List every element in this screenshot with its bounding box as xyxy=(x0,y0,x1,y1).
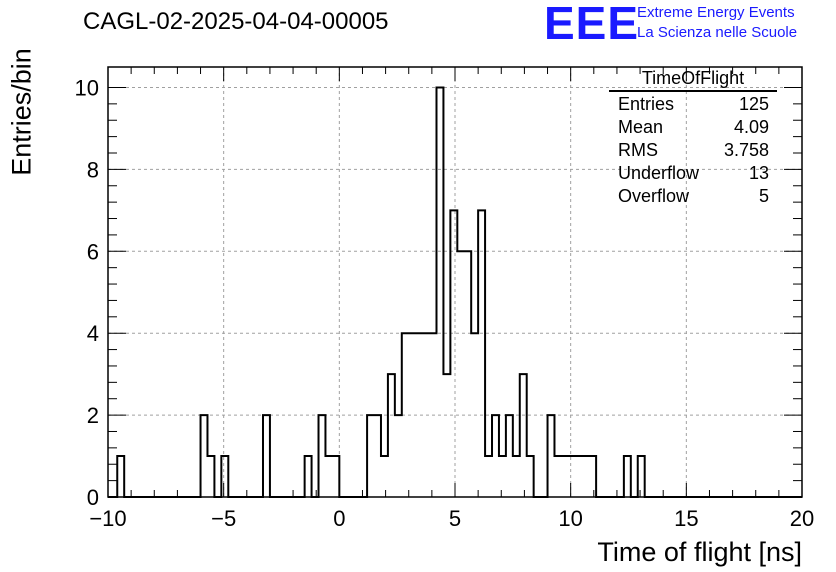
stats-value: 3.758 xyxy=(723,140,769,160)
y-tick-label: 2 xyxy=(87,403,99,428)
stats-label: RMS xyxy=(618,140,658,160)
stats-label: Mean xyxy=(618,117,664,137)
stats-label: Underflow xyxy=(618,163,700,183)
stats-value: 4.09 xyxy=(733,117,769,137)
stats-row: RMS 3.758 xyxy=(609,140,777,163)
stats-row: Overflow 5 xyxy=(609,186,777,209)
stats-row: Underflow 13 xyxy=(609,163,777,186)
run-title: CAGL-02-2025-04-04-00005 xyxy=(83,8,389,35)
y-tick-label: 4 xyxy=(87,321,99,346)
stats-label: Entries xyxy=(618,94,675,114)
eee-logo: EEE xyxy=(544,0,640,49)
stats-box: TimeOfFlight Entries 125 Mean 4.09 RMS 3.75… xyxy=(609,68,777,209)
y-tick-label: 10 xyxy=(75,75,99,100)
y-tick-label: 6 xyxy=(87,239,99,264)
x-tick-label: 15 xyxy=(674,506,698,531)
x-tick-label: 0 xyxy=(333,506,345,531)
x-tick-label: −5 xyxy=(211,506,236,531)
x-tick-label: −10 xyxy=(89,506,126,531)
y-tick-label: 8 xyxy=(87,157,99,182)
stats-value: 5 xyxy=(758,186,769,206)
logo-line-1: Extreme Energy Events xyxy=(637,4,795,21)
stats-label: Overflow xyxy=(618,186,690,206)
x-axis-label: Time of flight [ns] xyxy=(597,537,802,567)
stats-row: Entries 125 xyxy=(609,94,777,117)
y-axis-label: Entries/bin xyxy=(6,48,37,176)
y-tick-label: 0 xyxy=(87,485,99,510)
stats-row: Mean 4.09 xyxy=(609,117,777,140)
x-tick-label: 10 xyxy=(558,506,582,531)
x-tick-label: 5 xyxy=(449,506,461,531)
stats-title: TimeOfFlight xyxy=(609,68,777,92)
x-tick-label: 20 xyxy=(790,506,814,531)
stats-value: 125 xyxy=(738,94,769,114)
histogram-series xyxy=(108,86,802,498)
stats-value: 13 xyxy=(748,163,769,183)
logo-line-2: La Scienza nelle Scuole xyxy=(637,24,798,41)
